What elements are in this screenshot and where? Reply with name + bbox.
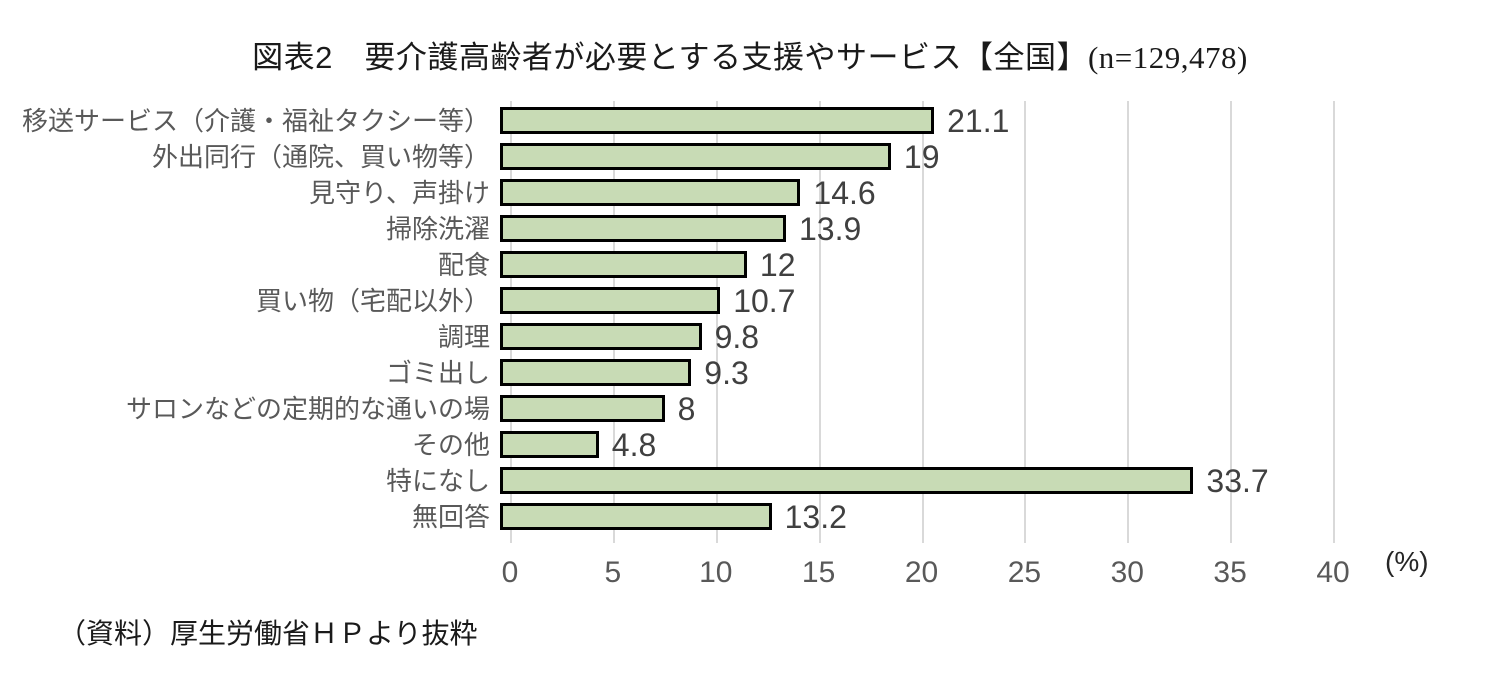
value-label: 4.8 xyxy=(611,427,657,463)
category-label: 移送サービス（介護・福祉タクシー等） xyxy=(21,106,490,136)
category-label: ゴミ出し xyxy=(385,358,490,388)
bar-track: 9.8 xyxy=(500,319,1490,355)
bar-track: 9.3 xyxy=(500,355,1490,391)
category-label: その他 xyxy=(411,430,490,460)
chart-row: サロンなどの定期的な通いの場 8 xyxy=(0,391,1500,427)
chart-row: 無回答 13.2 xyxy=(0,499,1500,535)
category-label: サロンなどの定期的な通いの場 xyxy=(125,394,490,424)
bar-track: 13.9 xyxy=(500,211,1490,247)
bar xyxy=(500,503,772,530)
x-tick-label: 20 xyxy=(904,556,939,589)
gridlines xyxy=(510,101,1336,543)
category-label: 調理 xyxy=(437,322,490,352)
value-label: 14.6 xyxy=(813,175,876,211)
bar-track: 14.6 xyxy=(500,175,1490,211)
x-tick-label: 5 xyxy=(604,556,622,589)
chart-title-main: 図表2 要介護高齢者が必要とする支援やサービス【全国】 xyxy=(252,40,1088,75)
value-label: 9.8 xyxy=(714,319,760,355)
category-label: 見守り、声掛け xyxy=(309,178,490,208)
gridline xyxy=(612,101,615,543)
gridline xyxy=(1230,101,1233,543)
value-label: 10.7 xyxy=(733,283,796,319)
x-tick-label: 25 xyxy=(1007,556,1042,589)
gridline xyxy=(1127,101,1130,543)
category-label: 買い物（宅配以外） xyxy=(255,286,490,316)
bar xyxy=(500,215,786,242)
gridline xyxy=(921,101,924,543)
bar-track: 8 xyxy=(500,391,1490,427)
gridline xyxy=(1024,101,1027,543)
chart-row: その他 4.8 xyxy=(0,427,1500,463)
x-tick-label: 15 xyxy=(801,556,836,589)
value-label: 13.2 xyxy=(784,499,847,535)
chart-row: 移送サービス（介護・福祉タクシー等） 21.1 xyxy=(0,103,1500,139)
category-label: 無回答 xyxy=(411,502,490,532)
source-note: （資料）厚生労働省ＨＰより抜粋 xyxy=(58,618,478,649)
chart-row: 掃除洗濯 13.9 xyxy=(0,211,1500,247)
value-label: 13.9 xyxy=(799,211,862,247)
category-label: 掃除洗濯 xyxy=(385,214,490,244)
bar xyxy=(500,179,801,206)
value-label: 21.1 xyxy=(947,103,1010,139)
bar xyxy=(500,395,665,422)
bar-chart-rows: 移送サービス（介護・福祉タクシー等） 21.1 外出同行（通院、買い物等） 19 見守り… xyxy=(0,103,1500,535)
value-label: 12 xyxy=(759,247,796,283)
bar-track: 33.7 xyxy=(500,463,1490,499)
bar xyxy=(500,251,747,278)
x-tick-label: 0 xyxy=(501,556,519,589)
chart-title: 図表2 要介護高齢者が必要とする支援やサービス【全国】(n=129,478) xyxy=(0,32,1500,77)
bar xyxy=(500,323,702,350)
x-tick-label: 40 xyxy=(1316,556,1350,589)
chart-row: 外出同行（通院、買い物等） 19 xyxy=(0,139,1500,175)
gridline xyxy=(510,101,512,543)
bar xyxy=(500,431,599,458)
value-label: 19 xyxy=(903,139,940,175)
bar xyxy=(500,107,935,134)
bar-track: 4.8 xyxy=(500,427,1490,463)
bar-track: 12 xyxy=(500,247,1490,283)
chart-row: 買い物（宅配以外） 10.7 xyxy=(0,283,1500,319)
x-axis-unit-label: (%) xyxy=(1385,546,1429,577)
value-label: 9.3 xyxy=(704,355,749,391)
category-label: 配食 xyxy=(437,250,490,280)
value-label: 33.7 xyxy=(1206,463,1269,499)
category-label: 特になし xyxy=(385,466,490,496)
x-tick-label: 30 xyxy=(1110,556,1144,589)
x-axis: 0 5 10 15 20 25 30 35 40 xyxy=(502,556,1350,596)
category-label: 外出同行（通院、買い物等） xyxy=(151,142,490,172)
bar-track: 13.2 xyxy=(500,499,1490,535)
bar xyxy=(500,467,1194,494)
chart-row: 見守り、声掛け 14.6 xyxy=(0,175,1500,211)
bar xyxy=(500,287,721,314)
chart-row: ゴミ出し 9.3 xyxy=(0,355,1500,391)
chart-row: 特になし 33.7 xyxy=(0,463,1500,499)
gridline xyxy=(715,101,718,543)
bar-track: 19 xyxy=(500,139,1490,175)
value-label: 8 xyxy=(677,391,696,427)
bar-track: 21.1 xyxy=(500,103,1490,139)
gridline xyxy=(1333,101,1335,543)
gridline xyxy=(818,101,821,543)
bar-track: 10.7 xyxy=(500,283,1490,319)
chart-title-sample-size: (n=129,478) xyxy=(1087,40,1248,75)
x-tick-label: 10 xyxy=(699,556,733,589)
bar xyxy=(500,143,891,170)
chart-row: 配食 12 xyxy=(0,247,1500,283)
x-tick-label: 35 xyxy=(1213,556,1247,589)
chart-row: 調理 9.8 xyxy=(0,319,1500,355)
bar xyxy=(500,359,692,386)
